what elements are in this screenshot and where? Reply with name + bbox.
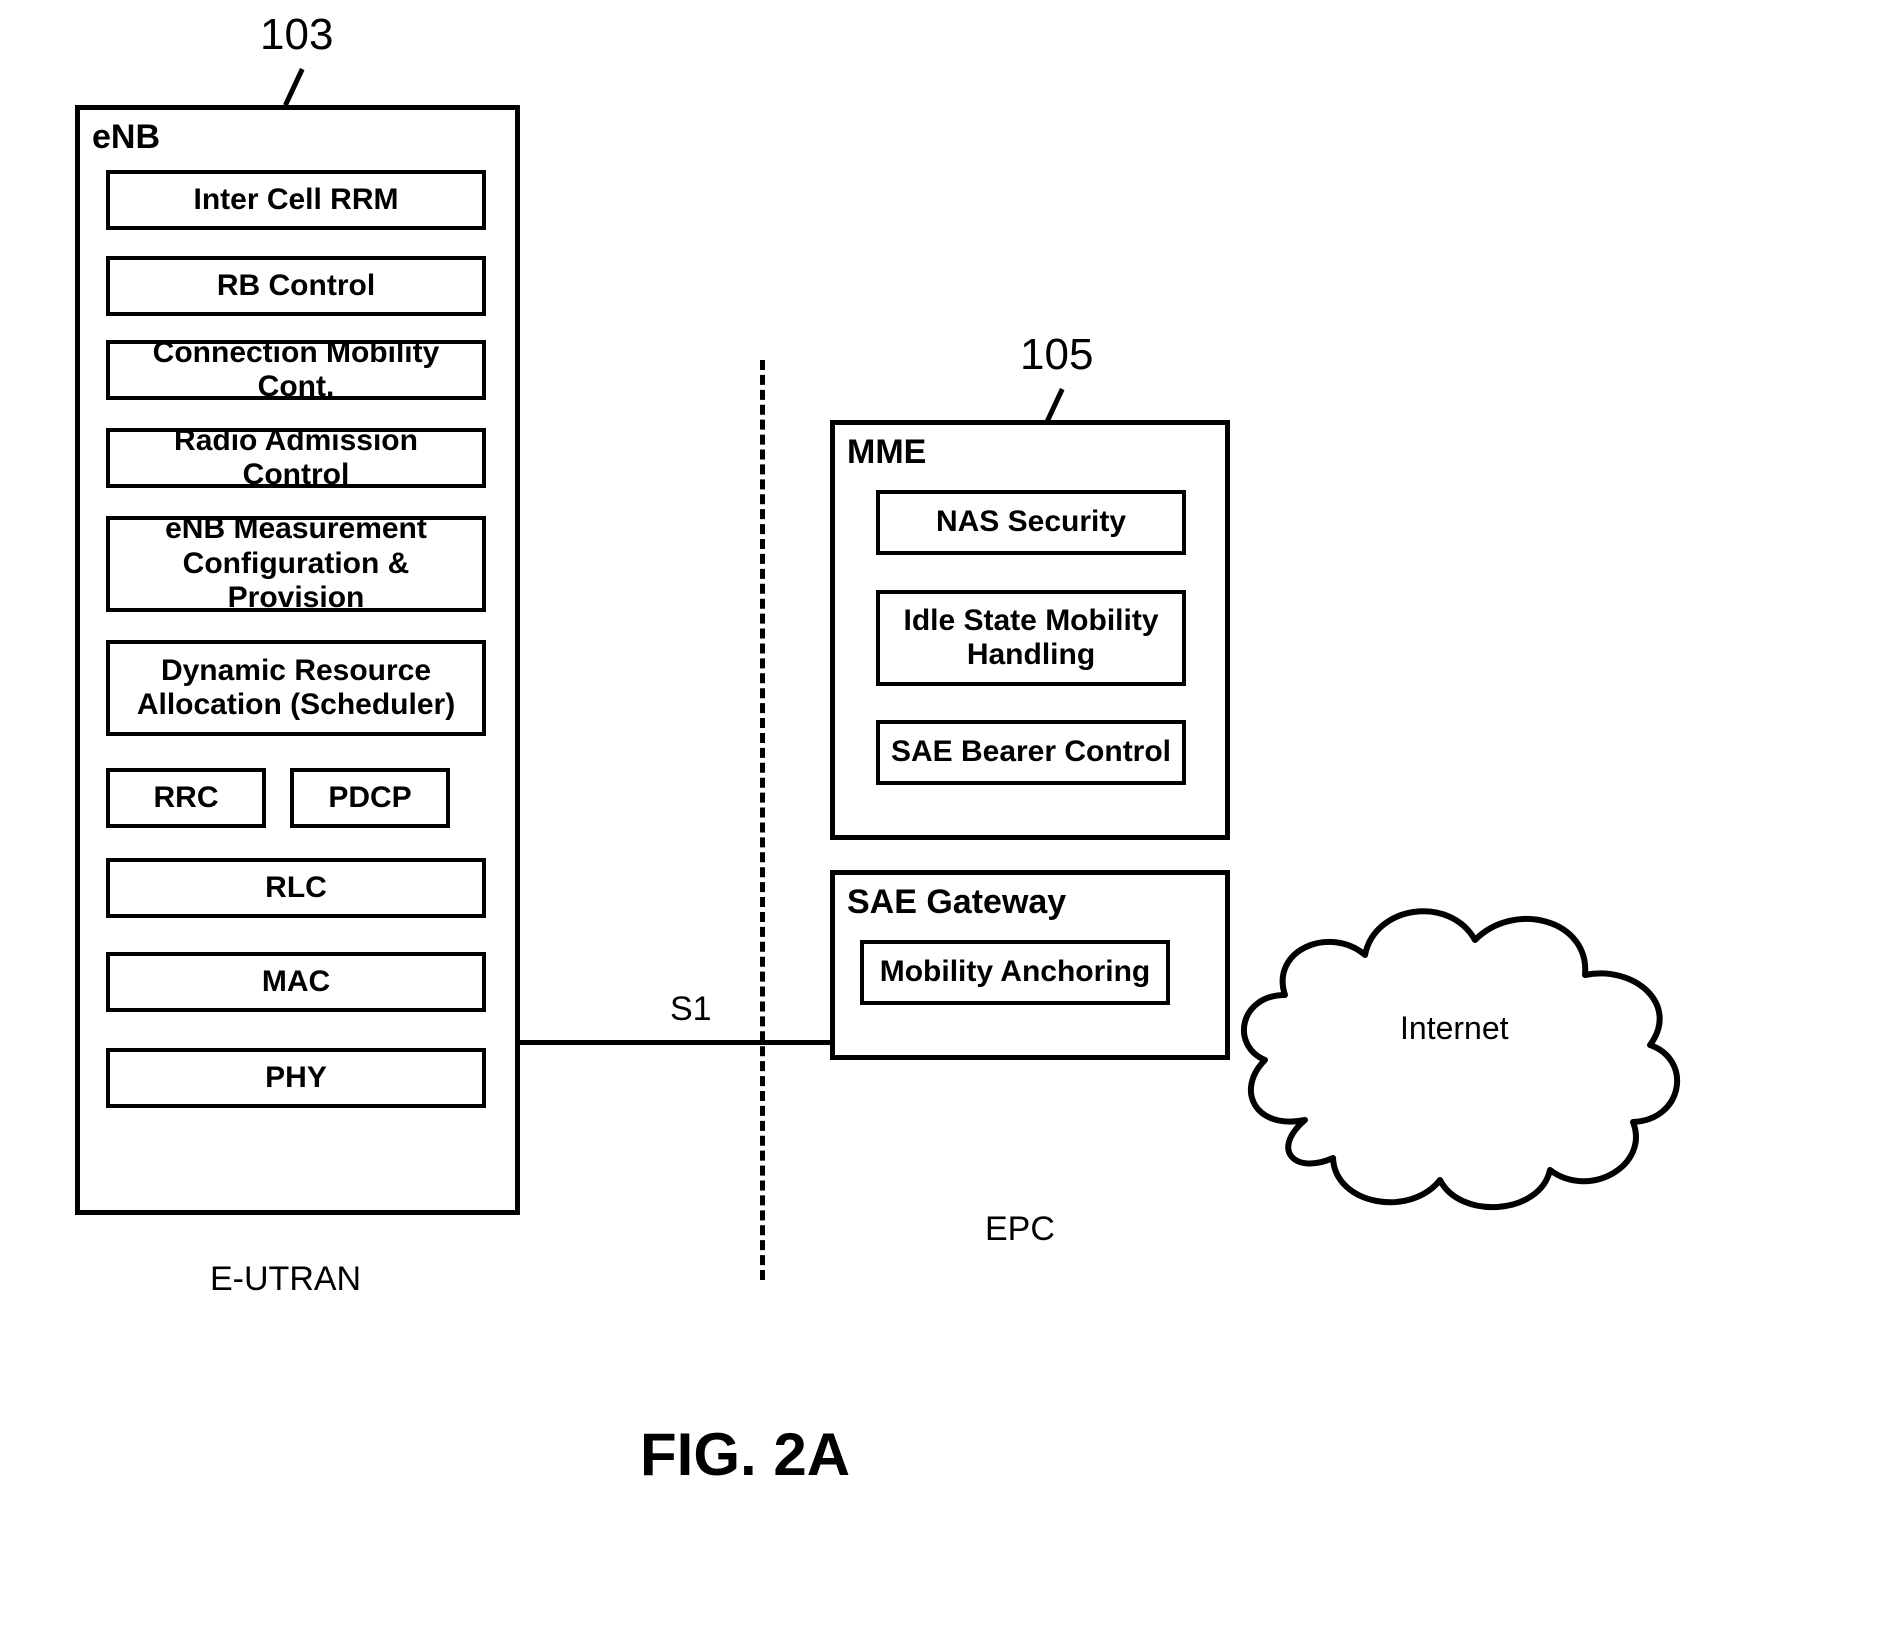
domain-divider <box>760 360 765 1280</box>
enb-item: Inter Cell RRM <box>106 170 486 230</box>
enb-item: RRC <box>106 768 266 828</box>
sae-item: Mobility Anchoring <box>860 940 1170 1005</box>
mme-title: MME <box>847 433 926 472</box>
enb-item: PHY <box>106 1048 486 1108</box>
s1-line <box>520 1040 830 1045</box>
enb-item: Dynamic Resource Allocation (Scheduler) <box>106 640 486 736</box>
enb-title: eNB <box>92 118 160 157</box>
diagram-root: 103 105 eNB MME SAE Gateway Inter Cell R… <box>0 0 1897 1651</box>
domain-epc: EPC <box>985 1210 1055 1249</box>
ref-label-105: 105 <box>1020 330 1093 380</box>
mme-item: NAS Security <box>876 490 1186 555</box>
internet-label: Internet <box>1400 1010 1509 1047</box>
enb-item: eNB Measurement Configuration & Provisio… <box>106 516 486 612</box>
mme-item: SAE Bearer Control <box>876 720 1186 785</box>
figure-caption: FIG. 2A <box>640 1420 850 1489</box>
enb-item: Radio Admission Control <box>106 428 486 488</box>
enb-item: RB Control <box>106 256 486 316</box>
domain-eutran: E-UTRAN <box>210 1260 361 1299</box>
mme-item: Idle State Mobility Handling <box>876 590 1186 686</box>
enb-item: RLC <box>106 858 486 918</box>
enb-item: Connection Mobility Cont. <box>106 340 486 400</box>
s1-label: S1 <box>670 990 712 1029</box>
enb-item: MAC <box>106 952 486 1012</box>
ref-label-103: 103 <box>260 10 333 60</box>
sae-title: SAE Gateway <box>847 883 1066 922</box>
enb-item: PDCP <box>290 768 450 828</box>
